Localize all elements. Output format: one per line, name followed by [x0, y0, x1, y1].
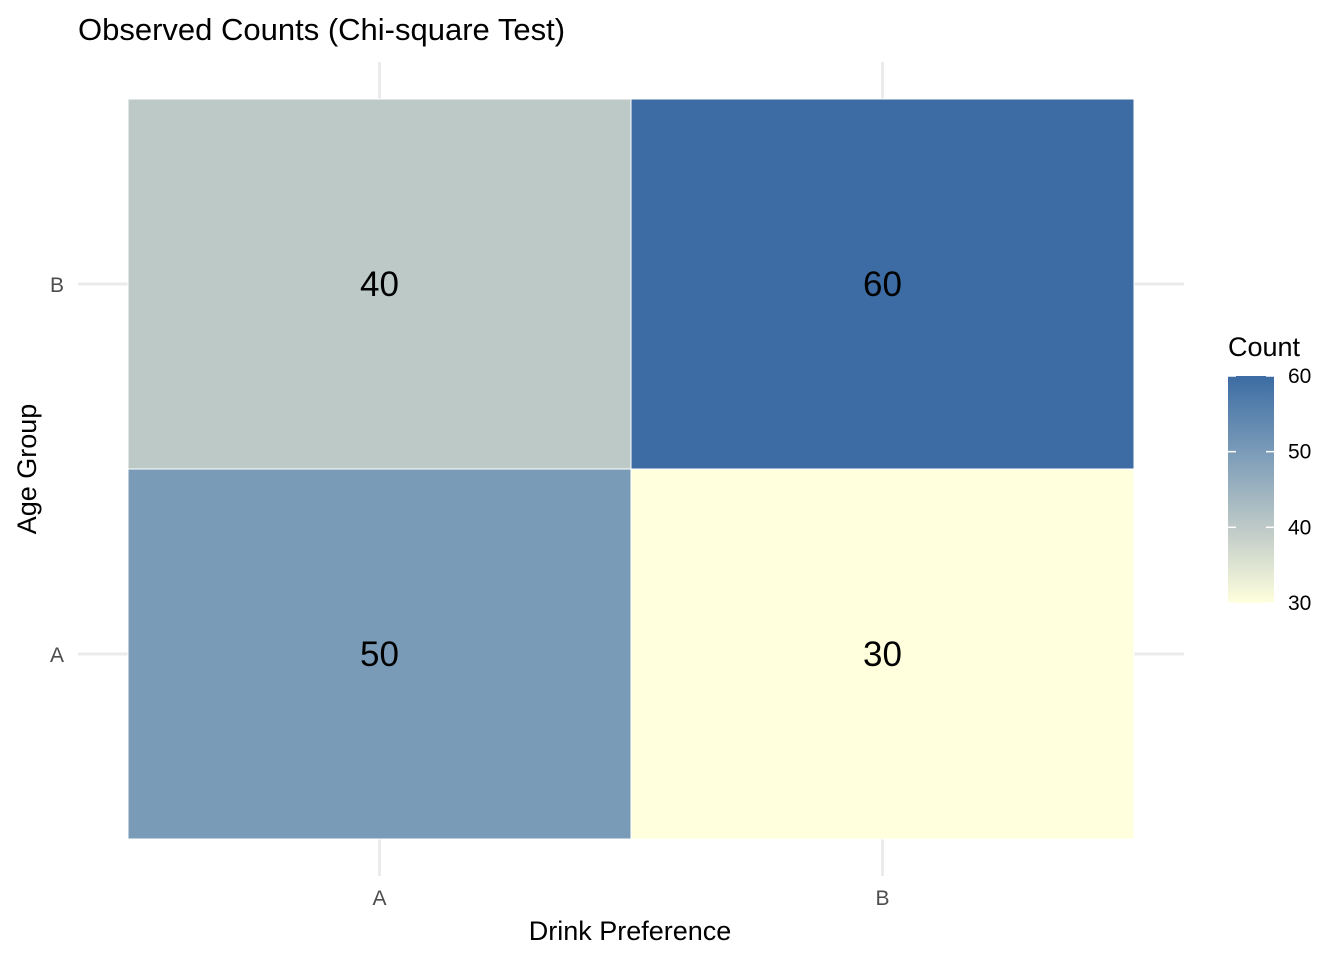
- cell-labels: 40 60 50 30: [360, 265, 902, 674]
- y-tick-label-A: A: [50, 644, 64, 667]
- legend-ticks: 30 40 50 60: [1228, 365, 1311, 615]
- legend-tick-label-60: 60: [1288, 365, 1311, 388]
- legend-tick-label-40: 40: [1288, 516, 1311, 539]
- heatmap-tiles: [127, 98, 1135, 840]
- legend-colorbar: [1228, 376, 1274, 603]
- y-axis-ticks: AB: [50, 274, 64, 667]
- x-tick-label-A: A: [372, 887, 386, 910]
- y-axis-title: Age Group: [12, 404, 42, 535]
- x-tick-label-B: B: [875, 887, 889, 910]
- x-axis-title: Drink Preference: [529, 916, 732, 946]
- heatmap-cell-A-B: [127, 98, 632, 470]
- heatmap-cell-A-A: [127, 468, 632, 840]
- chart-title: Observed Counts (Chi-square Test): [78, 12, 565, 47]
- cell-label-B-B: 60: [863, 265, 902, 304]
- legend-title: Count: [1228, 332, 1301, 362]
- cell-label-A-B: 40: [360, 265, 399, 304]
- cell-label-A-A: 50: [360, 635, 399, 674]
- legend-tick-label-50: 50: [1288, 441, 1311, 464]
- y-tick-label-B: B: [50, 274, 64, 297]
- heatmap-cell-B-A: [630, 468, 1135, 840]
- color-legend: Count 30 40 50 60: [1228, 332, 1311, 615]
- cell-label-B-A: 30: [863, 635, 902, 674]
- legend-tick-label-30: 30: [1288, 592, 1311, 615]
